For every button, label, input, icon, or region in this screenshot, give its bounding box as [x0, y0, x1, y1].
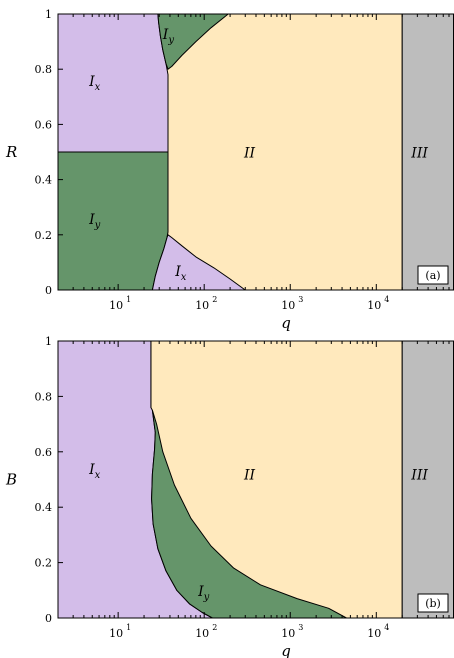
y-tick-label: 1: [45, 335, 52, 348]
region-label-II: II: [243, 468, 256, 484]
x-tick-label: 10: [367, 299, 381, 312]
region-label-subscript: y: [203, 592, 210, 603]
x-tick-label: 10: [195, 627, 209, 640]
y-tick-label: 0.8: [35, 390, 53, 403]
region-label-III: III: [410, 468, 428, 484]
panel-label-frame: [417, 265, 449, 285]
x-tick-label: 10: [281, 627, 295, 640]
x-tick-exponent: 1: [126, 295, 131, 304]
x-tick-exponent: 2: [212, 623, 217, 632]
y-axis-label: B: [5, 471, 17, 489]
x-tick-label: 10: [109, 627, 123, 640]
x-tick-exponent: 3: [298, 295, 303, 304]
region-label-subscript: x: [95, 470, 101, 481]
y-axis-label: R: [5, 143, 17, 161]
y-tick-label: 0.2: [35, 557, 53, 570]
x-tick-exponent: 1: [126, 623, 131, 632]
x-tick-label: 10: [281, 299, 295, 312]
region-label-subscript: x: [95, 82, 101, 93]
region-III: [401, 340, 454, 619]
panel-label: (b): [425, 597, 441, 610]
x-tick-label: 10: [109, 299, 123, 312]
y-tick-label: 0: [45, 284, 52, 297]
x-tick-exponent: 2: [212, 295, 217, 304]
panel-label: (a): [425, 269, 440, 282]
panel-label-box: (b): [417, 593, 449, 613]
region-III: [401, 13, 454, 291]
y-tick-label: 1: [45, 8, 52, 21]
y-tick-label: 0.2: [35, 229, 53, 242]
y-tick-label: 0: [45, 612, 52, 625]
x-tick-exponent: 4: [384, 295, 389, 304]
region-Iy: [151, 409, 347, 619]
y-tick-label: 0.4: [35, 174, 53, 187]
panel-label-box: (a): [417, 265, 449, 285]
x-axis-label: q: [281, 642, 291, 658]
region-label-II: II: [243, 146, 256, 162]
panel-label-frame: [417, 593, 449, 613]
y-tick-label: 0.8: [35, 63, 53, 76]
x-axis-label: q: [281, 314, 291, 332]
region-label-III: III: [410, 146, 428, 162]
region-Iy-left: [57, 151, 169, 291]
region-label-subscript: y: [167, 35, 174, 46]
x-tick-exponent: 3: [298, 623, 303, 632]
y-tick-label: 0.6: [35, 446, 53, 459]
region-label-subscript: x: [181, 272, 187, 283]
region-label-subscript: y: [94, 220, 101, 231]
region-Iy-top: [157, 13, 229, 70]
x-tick-label: 10: [195, 299, 209, 312]
y-tick-label: 0.6: [35, 118, 53, 131]
region-Ix-bottom: [151, 234, 246, 291]
y-tick-label: 0.4: [35, 501, 53, 514]
x-tick-label: 10: [367, 627, 381, 640]
region-Ix-top: [57, 13, 169, 153]
x-tick-exponent: 4: [384, 623, 389, 632]
